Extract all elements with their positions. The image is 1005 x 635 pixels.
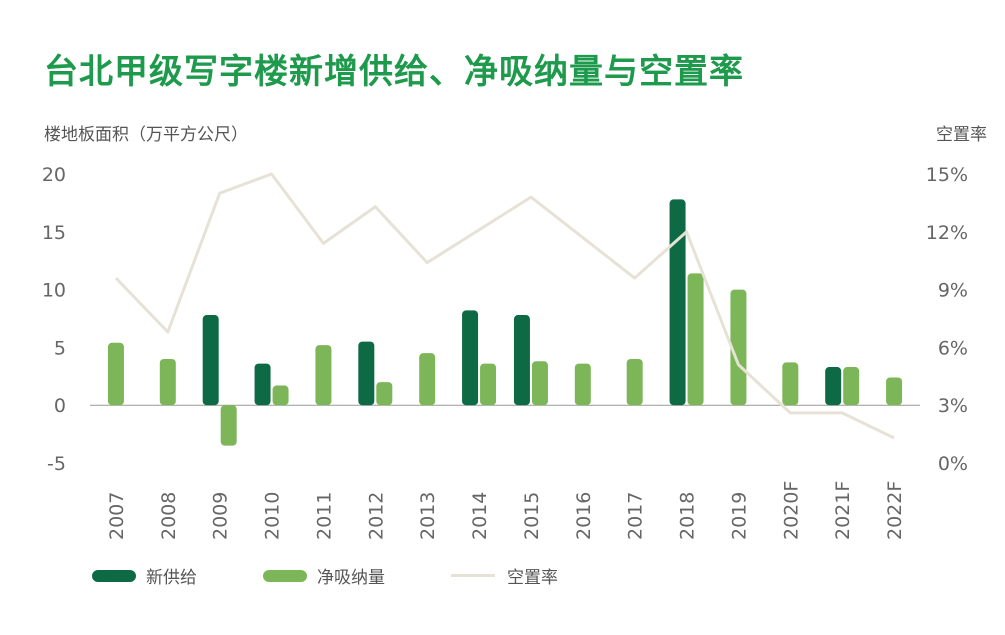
legend-label-vacancy: 空置率 xyxy=(507,568,558,588)
bar-absorption xyxy=(531,361,548,406)
legend-item-vacancy: 空置率 xyxy=(451,563,558,588)
bar-absorption xyxy=(419,353,436,406)
x-tick-label: 2019 xyxy=(728,492,750,540)
legend-item-supply: 新供给 xyxy=(92,563,197,588)
bar-absorption xyxy=(272,385,289,406)
legend-label-absorption: 净吸纳量 xyxy=(317,568,385,588)
bar-supply xyxy=(513,315,530,406)
y-tick-right: 6% xyxy=(938,337,968,359)
chart-title: 台北甲级写字楼新增供给、净吸纳量与空置率 xyxy=(44,52,744,92)
y-tick-right: 15% xyxy=(926,164,968,186)
x-tick-label: 2020F xyxy=(780,481,802,540)
x-tick-label: 2014 xyxy=(469,492,491,540)
y-axis-right-label: 空置率 xyxy=(936,125,987,145)
x-tick-label: 2010 xyxy=(262,492,284,540)
bar-absorption xyxy=(315,345,332,406)
bar-supply xyxy=(202,315,219,406)
bar-absorption xyxy=(626,358,643,406)
legend-swatch-absorption xyxy=(263,569,307,582)
bar-absorption xyxy=(782,362,799,406)
bar-absorption xyxy=(159,358,176,406)
bar-supply xyxy=(669,199,686,406)
x-tick-label: 2022F xyxy=(884,481,906,540)
legend-swatch-vacancy xyxy=(451,574,495,577)
bar-supply xyxy=(358,341,375,406)
x-tick-label: 2008 xyxy=(158,492,180,540)
y-tick-left: 0 xyxy=(54,395,66,417)
x-tick-label: 2011 xyxy=(313,492,335,540)
x-tick-label: 2013 xyxy=(417,492,439,540)
x-tick-label: 2016 xyxy=(573,492,595,540)
x-tick-label: 2021F xyxy=(832,481,854,540)
y-tick-left: 5 xyxy=(54,337,66,359)
y-tick-left: 10 xyxy=(42,280,66,302)
bar-supply xyxy=(825,367,842,406)
bar-absorption xyxy=(220,405,237,446)
y-tick-right: 9% xyxy=(938,280,968,302)
line-vacancy xyxy=(114,172,895,440)
x-tick-label: 2015 xyxy=(521,492,543,540)
bar-absorption xyxy=(730,289,747,406)
bar-absorption xyxy=(574,363,591,406)
y-tick-left: -5 xyxy=(47,453,66,475)
y-tick-right: 3% xyxy=(938,395,968,417)
bar-supply xyxy=(462,310,479,406)
bar-supply xyxy=(254,363,271,406)
bar-absorption xyxy=(376,382,393,406)
bar-absorption xyxy=(843,367,860,406)
legend: 新供给 净吸纳量 空置率 xyxy=(92,563,624,588)
bar-absorption xyxy=(480,363,497,406)
x-tick-label: 2012 xyxy=(365,492,387,540)
y-tick-right: 0% xyxy=(938,453,968,475)
x-tick-label: 2017 xyxy=(625,492,647,540)
bar-absorption xyxy=(107,342,124,406)
x-tick-label: 2009 xyxy=(210,492,232,540)
x-tick-label: 2018 xyxy=(677,492,699,540)
legend-label-supply: 新供给 xyxy=(146,568,197,588)
x-tick-label: 2007 xyxy=(106,492,128,540)
y-axis-left-label: 楼地板面积（万平方公尺） xyxy=(44,125,248,145)
bar-absorption xyxy=(687,273,704,406)
legend-item-absorption: 净吸纳量 xyxy=(263,563,385,588)
y-tick-left: 15 xyxy=(42,222,66,244)
bar-absorption xyxy=(886,377,903,406)
y-tick-right: 12% xyxy=(926,222,968,244)
legend-swatch-supply xyxy=(92,569,136,582)
y-tick-left: 20 xyxy=(42,164,66,186)
